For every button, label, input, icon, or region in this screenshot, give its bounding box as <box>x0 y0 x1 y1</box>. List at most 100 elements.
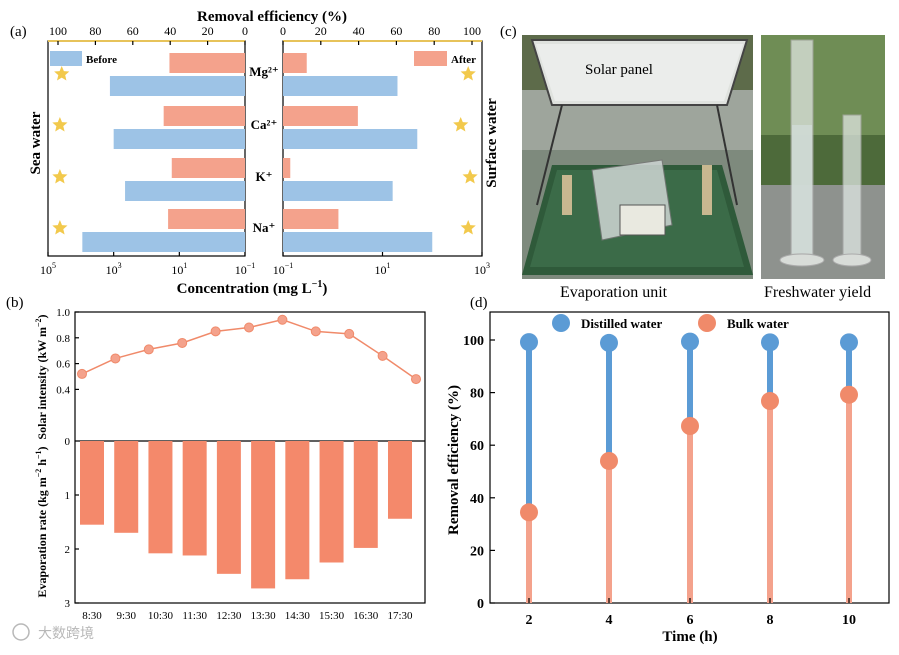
evaporation-rate-bar <box>388 441 412 519</box>
distilled-point <box>681 332 699 351</box>
panel-b-bottom-ylabel: Evaporation rate (kg m−2 h−1) <box>34 446 49 597</box>
surface-removal-star <box>460 66 476 81</box>
sea-removal-star <box>54 66 70 81</box>
bottom-tick-right: 10−1 <box>273 261 294 277</box>
time-tick-label: 9:30 <box>116 610 136 622</box>
solar-intensity-point <box>244 322 254 333</box>
legend-before-swatch <box>50 51 82 66</box>
sea-removal-star <box>52 117 68 132</box>
evaporation-rate-bar <box>319 441 344 563</box>
evaporation-rate-bar <box>148 441 173 554</box>
top-tick-left: 20 <box>202 24 214 38</box>
ion-label: Na⁺ <box>253 220 276 235</box>
panel-b: (b) 0.4 0.6 0.8 1.0 0 8:30 9:30 10:30 11:30 12:30… <box>6 295 426 622</box>
ion-label: K⁺ <box>256 169 273 184</box>
sea-removal-star <box>52 169 68 184</box>
distilled-point <box>840 333 858 352</box>
solar-intensity-point <box>110 353 121 364</box>
freshwater-yield-photo <box>761 35 885 279</box>
time-tick-label: 8:30 <box>82 610 102 622</box>
panel-d-xlabel: Time (h) <box>662 629 717 645</box>
bulk-point <box>840 385 858 404</box>
top-tick-right: 60 <box>390 24 402 38</box>
watermark-text: 大数跨境 <box>38 626 94 642</box>
sea-after-bar <box>171 158 245 178</box>
evaporation-unit-caption: Evaporation unit <box>560 284 668 301</box>
bottom-tick-right: 103 <box>474 261 490 277</box>
legend-bulk-label: Bulk water <box>727 316 789 331</box>
panel-b-top-ylabel: Solar intensity (kW m−2) <box>34 314 49 439</box>
evaporation-rate-bar <box>114 441 139 533</box>
evaporation-rate-bar <box>251 441 276 589</box>
d-ytick-label: 0 <box>477 597 484 612</box>
time-tick-label: 13:30 <box>251 610 277 622</box>
solar-intensity-point <box>377 350 388 361</box>
solar-ytick-label: 1.0 <box>56 307 70 319</box>
freshwater-yield-caption: Freshwater yield <box>764 284 872 301</box>
d-ytick-label: 80 <box>470 387 484 402</box>
solar-intensity-point <box>411 374 421 385</box>
d-ytick-label: 60 <box>470 439 484 454</box>
legend-before-label: Before <box>86 54 117 66</box>
top-tick-right: 0 <box>280 24 286 38</box>
evaporation-rate-bar <box>80 441 104 525</box>
surface-after-bar <box>283 53 307 73</box>
evaporation-rate-bar <box>182 441 207 556</box>
surface-after-bar <box>283 209 339 229</box>
top-tick-left: 60 <box>127 24 139 38</box>
sea-after-bar <box>169 53 245 73</box>
bottom-tick-left: 10−1 <box>235 261 256 277</box>
evaporation-rate-bar <box>285 441 310 580</box>
d-ytick-label: 100 <box>463 334 484 349</box>
sea-before-bar <box>82 232 246 252</box>
solar-intensity-point <box>143 344 154 355</box>
legend-bulk-marker <box>698 314 716 332</box>
surface-before-bar <box>283 76 398 96</box>
sea-before-bar <box>125 181 245 201</box>
surface-removal-star <box>462 169 478 184</box>
solar-intensity-point <box>277 314 288 325</box>
surface-removal-star <box>453 117 469 132</box>
top-tick-right: 20 <box>315 24 327 38</box>
panel-b-label: (b) <box>6 295 24 311</box>
solar-intensity-point <box>77 368 87 379</box>
solar-intensity-point <box>344 328 355 339</box>
sea-before-bar <box>113 129 246 149</box>
d-xtick-label: 8 <box>767 613 774 628</box>
bulk-point <box>600 451 618 470</box>
panel-c-label: (c) <box>500 24 517 40</box>
watermark-logo-icon <box>12 623 30 641</box>
time-tick-label: 12:30 <box>216 610 242 622</box>
panel-b-frame <box>74 311 426 604</box>
sea-after-bar <box>168 209 245 229</box>
legend-distilled-marker <box>552 314 570 332</box>
panel-a-label: (a) <box>10 24 27 40</box>
legend-after-label: After <box>451 54 476 66</box>
sea-after-bar <box>163 106 245 126</box>
evap-ytick-label: 3 <box>65 598 71 610</box>
time-tick-label: 15:30 <box>319 610 345 622</box>
time-tick-label: 10:30 <box>148 610 174 622</box>
top-tick-right: 40 <box>353 24 365 38</box>
solar-ytick-label: 0.8 <box>56 333 70 345</box>
surface-before-bar <box>283 232 433 252</box>
d-xtick-label: 10 <box>842 613 856 628</box>
panel-a-top-title: Removal efficiency (%) <box>197 9 347 25</box>
top-tick-right: 80 <box>428 24 440 38</box>
solar-ytick-zero: 0 <box>65 436 71 448</box>
d-ytick-label: 40 <box>470 492 484 507</box>
solar-intensity-point <box>177 337 188 348</box>
d-xtick-label: 6 <box>687 613 694 628</box>
panel-a: (a) Removal efficiency (%) Concentration… <box>10 9 500 297</box>
time-tick-label: 11:30 <box>182 610 207 622</box>
bottom-tick-right: 101 <box>375 261 391 277</box>
top-tick-left: 0 <box>242 24 248 38</box>
ion-label: Mg²⁺ <box>249 64 279 79</box>
distilled-point <box>600 333 618 352</box>
evaporation-rate-bar <box>353 441 378 548</box>
surface-removal-star <box>460 220 476 235</box>
panel-a-x-label: Concentration (mg L−1) <box>177 279 328 297</box>
ion-label: Ca²⁺ <box>251 117 278 132</box>
